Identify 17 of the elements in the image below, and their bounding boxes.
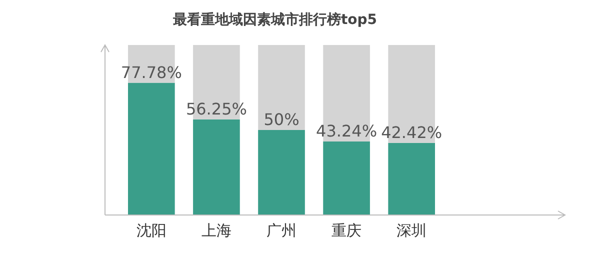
chart-title: 最看重地域因素城市排行榜top5 (172, 11, 378, 28)
x-tick-label: 广州 (266, 222, 296, 240)
data-label: 50% (264, 110, 300, 129)
bar (388, 142, 435, 215)
bar (193, 119, 240, 215)
x-tick-label: 深圳 (396, 222, 427, 240)
bar (258, 130, 305, 215)
x-tick-label: 上海 (201, 222, 232, 240)
bar (323, 141, 370, 215)
data-label: 56.25% (186, 99, 247, 118)
data-label: 42.42% (381, 122, 442, 142)
x-tick-label: 重庆 (332, 222, 362, 240)
x-tick-label: 沈阳 (136, 222, 166, 240)
data-label: 77.78% (120, 62, 182, 82)
data-label: 43.24% (316, 121, 378, 140)
bar (258, 45, 305, 130)
bar (128, 82, 175, 215)
